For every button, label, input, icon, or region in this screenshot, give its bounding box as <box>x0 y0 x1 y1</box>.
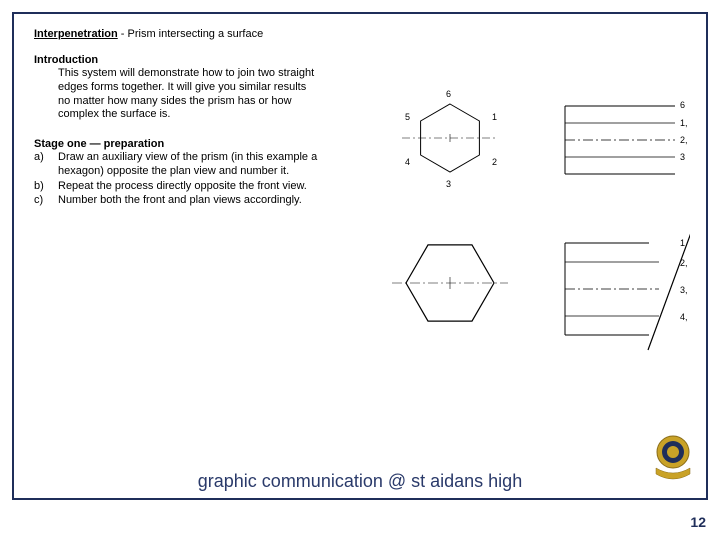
list-marker: b) <box>34 180 58 194</box>
svg-text:1: 1 <box>680 238 685 248</box>
list-marker: a) <box>34 151 58 179</box>
intro-body: This system will demonstrate how to join… <box>58 67 318 122</box>
text-content: Interpenetration - Prism intersecting a … <box>34 28 364 209</box>
svg-text:6: 6 <box>446 89 451 99</box>
diagram-svg: 6 1 2 3 4 5 6 1, (5) 2, (4) 3 1 2, (1) 3, (6) 4, (5) <box>380 88 690 388</box>
list-item: b)Repeat the process directly opposite t… <box>34 180 364 194</box>
title-bold: Interpenetration <box>34 28 118 40</box>
page-number: 12 <box>690 514 706 530</box>
footer-text: graphic communication @ st aidans high <box>0 471 720 492</box>
list-text: Number both the front and plan views acc… <box>58 194 364 208</box>
svg-text:2: 2 <box>492 157 497 167</box>
svg-text:5: 5 <box>405 112 410 122</box>
svg-text:3: 3 <box>446 179 451 189</box>
intro-heading: Introduction <box>34 54 364 66</box>
svg-text:1: 1 <box>492 112 497 122</box>
list-item: a)Draw an auxiliary view of the prism (i… <box>34 151 364 179</box>
stage-list: a)Draw an auxiliary view of the prism (i… <box>34 151 364 208</box>
title-rest: - Prism intersecting a surface <box>118 28 264 40</box>
list-text: Draw an auxiliary view of the prism (in … <box>58 151 364 179</box>
svg-text:4: 4 <box>405 157 410 167</box>
svg-text:3, (6): 3, (6) <box>680 285 690 295</box>
stage-heading: Stage one — preparation <box>34 138 364 150</box>
svg-text:4, (5): 4, (5) <box>680 312 690 322</box>
list-text: Repeat the process directly opposite the… <box>58 180 364 194</box>
svg-text:2, (1): 2, (1) <box>680 258 690 268</box>
svg-text:2, (4): 2, (4) <box>680 135 690 145</box>
list-item: c)Number both the front and plan views a… <box>34 194 364 208</box>
svg-text:1, (5): 1, (5) <box>680 118 690 128</box>
svg-text:3: 3 <box>680 152 685 162</box>
diagram-area: 6 1 2 3 4 5 6 1, (5) 2, (4) 3 1 2, (1) 3, (6) 4, (5) <box>380 88 690 418</box>
list-marker: c) <box>34 194 58 208</box>
svg-text:6: 6 <box>680 100 685 110</box>
slide-title: Interpenetration - Prism intersecting a … <box>34 28 364 40</box>
